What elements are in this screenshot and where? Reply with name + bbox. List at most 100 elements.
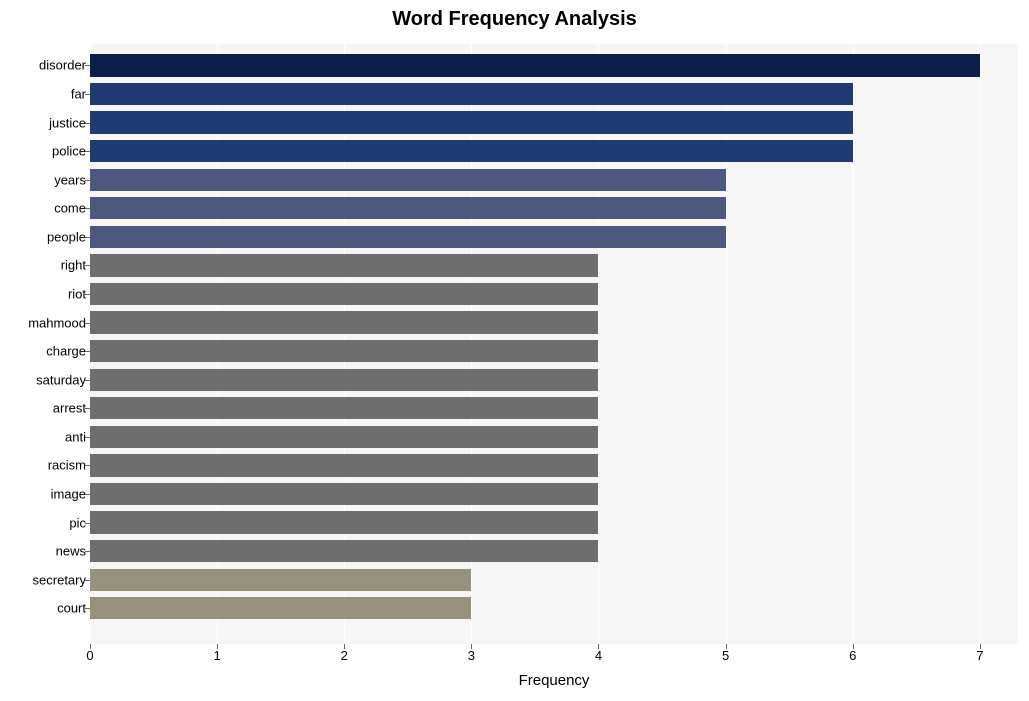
y-tick-label: court (57, 601, 86, 616)
bar-row (90, 483, 1018, 505)
y-tick-mark (85, 323, 90, 324)
y-tick-label: news (56, 544, 86, 559)
y-tick-label: secretary (33, 572, 86, 587)
bar (90, 569, 471, 591)
bar (90, 197, 726, 219)
bar (90, 226, 726, 248)
y-tick-mark (85, 465, 90, 466)
bar-row (90, 140, 1018, 162)
bar (90, 397, 598, 419)
bar (90, 511, 598, 533)
y-tick-mark (85, 494, 90, 495)
y-tick-mark (85, 437, 90, 438)
y-tick-mark (85, 294, 90, 295)
bar (90, 540, 598, 562)
y-tick-mark (85, 523, 90, 524)
bar (90, 369, 598, 391)
y-tick-mark (85, 208, 90, 209)
bar (90, 283, 598, 305)
x-axis-title: Frequency (90, 672, 1018, 689)
bar-row (90, 83, 1018, 105)
y-tick-mark (85, 265, 90, 266)
bar-row (90, 197, 1018, 219)
x-tick-mark (344, 644, 345, 649)
bar-row (90, 54, 1018, 76)
bar-row (90, 540, 1018, 562)
bar (90, 140, 853, 162)
y-tick-label: people (47, 229, 86, 244)
y-tick-mark (85, 94, 90, 95)
x-axis-tick-labels: 01234567 (90, 648, 1018, 668)
bar-row (90, 311, 1018, 333)
y-tick-mark (85, 351, 90, 352)
bar (90, 54, 980, 76)
bar-row (90, 454, 1018, 476)
bar (90, 483, 598, 505)
x-tick-mark (598, 644, 599, 649)
x-tick-label: 2 (341, 648, 348, 663)
y-tick-label: racism (48, 458, 86, 473)
bar (90, 311, 598, 333)
bar (90, 111, 853, 133)
y-tick-mark (85, 580, 90, 581)
x-tick-label: 0 (86, 648, 93, 663)
y-tick-mark (85, 380, 90, 381)
bar-row (90, 397, 1018, 419)
y-tick-mark (85, 123, 90, 124)
y-tick-label: justice (49, 115, 86, 130)
y-tick-label: right (61, 258, 86, 273)
y-tick-label: police (52, 144, 86, 159)
x-tick-mark (471, 644, 472, 649)
chart-title: Word Frequency Analysis (0, 8, 1029, 31)
x-tick-label: 5 (722, 648, 729, 663)
bar (90, 454, 598, 476)
x-tick-mark (726, 644, 727, 649)
y-tick-label: far (71, 87, 86, 102)
y-tick-label: saturday (36, 372, 86, 387)
y-tick-label: image (51, 487, 86, 502)
y-tick-mark (85, 180, 90, 181)
y-tick-mark (85, 65, 90, 66)
y-tick-label: mahmood (28, 315, 86, 330)
bar-row (90, 169, 1018, 191)
y-tick-mark (85, 608, 90, 609)
bar-row (90, 569, 1018, 591)
bar (90, 597, 471, 619)
y-tick-label: charge (46, 344, 86, 359)
y-tick-label: arrest (53, 401, 86, 416)
bar (90, 254, 598, 276)
x-tick-label: 7 (976, 648, 983, 663)
x-tick-mark (853, 644, 854, 649)
bar-row (90, 226, 1018, 248)
y-tick-mark (85, 551, 90, 552)
bar-row (90, 340, 1018, 362)
y-tick-mark (85, 408, 90, 409)
bar (90, 426, 598, 448)
y-tick-mark (85, 151, 90, 152)
plot-area (90, 44, 1018, 644)
x-tick-label: 6 (849, 648, 856, 663)
x-tick-mark (90, 644, 91, 649)
y-tick-label: come (54, 201, 86, 216)
bar-row (90, 597, 1018, 619)
bar-row (90, 283, 1018, 305)
y-tick-mark (85, 237, 90, 238)
bar (90, 340, 598, 362)
y-tick-label: years (54, 172, 86, 187)
bar-row (90, 511, 1018, 533)
y-axis-labels: disorder far justice police years come people r… (0, 44, 86, 644)
x-tick-mark (217, 644, 218, 649)
word-frequency-chart: Word Frequency Analysis disorder far justi… (0, 0, 1029, 701)
bar (90, 83, 853, 105)
x-tick-label: 3 (468, 648, 475, 663)
bar (90, 169, 726, 191)
y-tick-label: pic (69, 515, 86, 530)
bar-row (90, 254, 1018, 276)
y-tick-label: riot (68, 287, 86, 302)
x-tick-label: 1 (213, 648, 220, 663)
y-tick-label: disorder (39, 58, 86, 73)
bars-container (90, 44, 1018, 644)
bar-row (90, 111, 1018, 133)
x-tick-label: 4 (595, 648, 602, 663)
bar-row (90, 369, 1018, 391)
